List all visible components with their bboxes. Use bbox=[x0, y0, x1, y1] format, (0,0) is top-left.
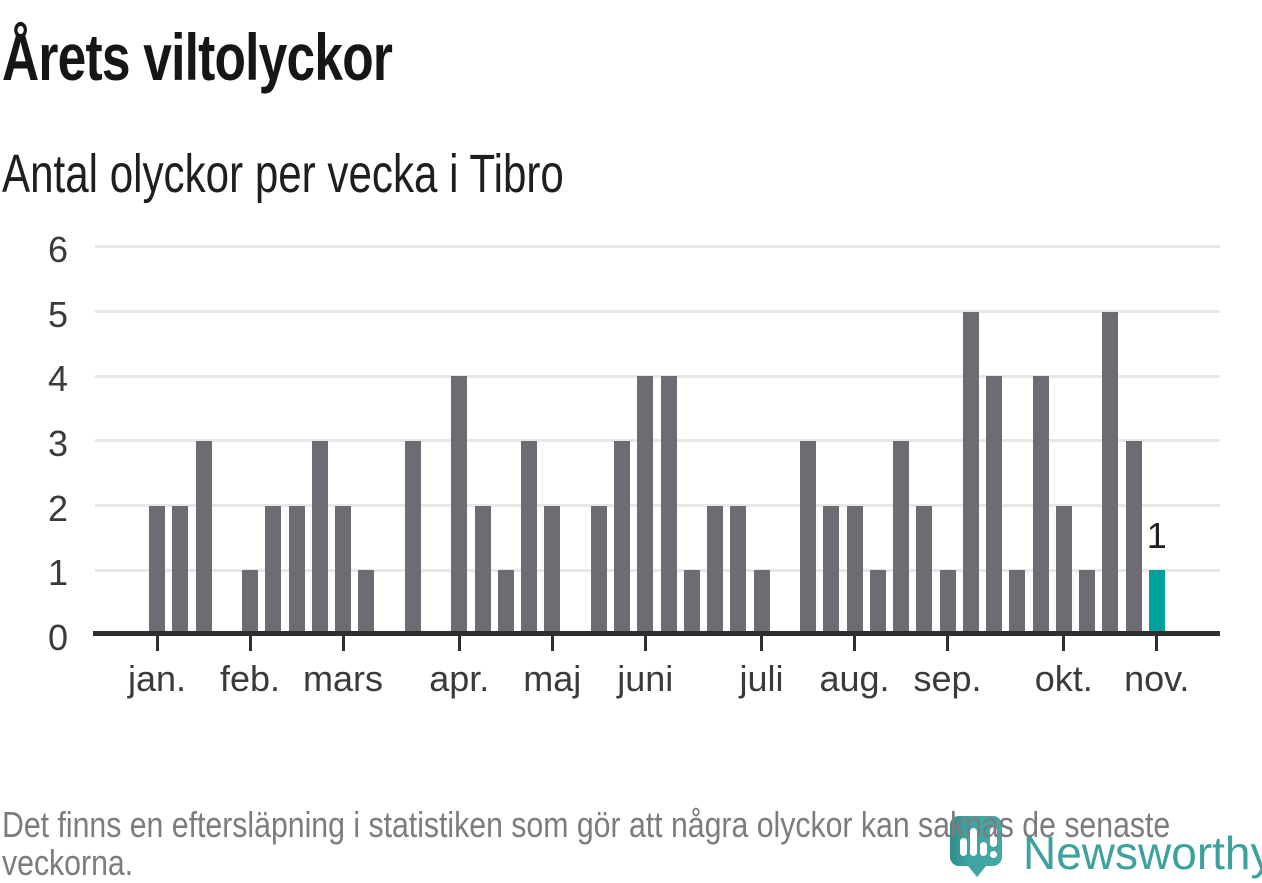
newsworthy-pin-icon bbox=[950, 816, 1002, 877]
bar bbox=[753, 570, 770, 635]
y-axis-label: 4 bbox=[47, 358, 68, 400]
x-axis-tick bbox=[1155, 636, 1159, 651]
bar bbox=[497, 570, 514, 635]
gridline bbox=[95, 374, 1220, 378]
bar bbox=[800, 440, 816, 635]
bar-value-label: 1 bbox=[1146, 515, 1167, 556]
bar bbox=[1009, 570, 1026, 635]
x-axis-label: feb. bbox=[219, 658, 281, 699]
y-axis-label: 0 bbox=[47, 617, 68, 658]
x-axis-tick bbox=[155, 636, 159, 651]
bar bbox=[590, 505, 607, 635]
x-axis-label: mars bbox=[303, 658, 383, 699]
gridline bbox=[95, 568, 1220, 572]
gridline bbox=[95, 310, 1220, 314]
x-axis-label: jan. bbox=[127, 658, 187, 699]
x-axis-label: okt. bbox=[1034, 658, 1093, 699]
x-axis-tick bbox=[946, 636, 949, 651]
bar bbox=[614, 440, 630, 635]
axis-line bbox=[93, 631, 1220, 636]
bar bbox=[823, 505, 840, 635]
bar bbox=[986, 376, 1002, 635]
bar bbox=[1125, 440, 1142, 635]
bar bbox=[893, 440, 909, 635]
y-axis-label: 3 bbox=[47, 422, 68, 464]
x-axis-tick bbox=[853, 636, 856, 651]
bar bbox=[637, 376, 654, 635]
x-axis-tick bbox=[457, 636, 461, 651]
bar bbox=[149, 505, 165, 635]
bar bbox=[939, 570, 956, 635]
y-axis-label: 2 bbox=[47, 487, 68, 529]
bar bbox=[962, 311, 979, 635]
bar bbox=[660, 376, 677, 635]
x-axis-label: sep. bbox=[913, 658, 982, 699]
bar bbox=[521, 440, 537, 635]
bar bbox=[730, 505, 747, 635]
bar bbox=[335, 505, 351, 635]
highlighted-bar bbox=[1148, 570, 1165, 635]
newsworthy-logo: Newsworthy bbox=[948, 814, 1262, 880]
x-axis-label: apr. bbox=[429, 658, 490, 699]
bar bbox=[242, 570, 258, 635]
gridline bbox=[95, 439, 1220, 443]
bar bbox=[474, 505, 491, 635]
x-axis-label: aug. bbox=[819, 658, 890, 699]
x-axis-label: maj bbox=[523, 658, 582, 699]
bar bbox=[707, 505, 723, 635]
chart-title: Årets viltolyckor bbox=[2, 20, 393, 94]
footnote: Det finns en eftersläpning i statistiken… bbox=[2, 804, 1171, 883]
chart-subtitle: Antal olyckor per vecka i Tibro bbox=[2, 144, 564, 204]
x-axis-tick bbox=[248, 636, 252, 651]
bar bbox=[311, 440, 328, 635]
bar bbox=[1079, 570, 1095, 635]
bar bbox=[683, 570, 700, 635]
x-axis-label: nov. bbox=[1124, 658, 1190, 699]
y-axis-label: 6 bbox=[47, 228, 68, 270]
bar bbox=[869, 570, 886, 635]
x-axis-label: juni bbox=[617, 658, 674, 699]
y-axis-label: 1 bbox=[47, 552, 68, 594]
gridline bbox=[95, 245, 1220, 249]
bar bbox=[404, 440, 421, 635]
x-axis-tick bbox=[1062, 636, 1066, 651]
gridline bbox=[95, 504, 1220, 508]
bar bbox=[846, 505, 863, 635]
bar bbox=[358, 570, 375, 635]
bar bbox=[195, 440, 212, 635]
bar bbox=[172, 505, 189, 635]
bar bbox=[916, 505, 933, 635]
bar bbox=[265, 505, 282, 635]
bar bbox=[1055, 505, 1072, 635]
bar bbox=[544, 505, 561, 635]
bar bbox=[1032, 376, 1049, 635]
x-axis-tick bbox=[341, 636, 345, 651]
bar bbox=[1102, 311, 1119, 635]
bar bbox=[451, 376, 468, 635]
x-axis-label: juli bbox=[739, 658, 784, 699]
x-axis-tick bbox=[643, 636, 647, 651]
x-axis-tick bbox=[760, 636, 763, 651]
newsworthy-wordmark: Newsworthy bbox=[1023, 827, 1262, 879]
y-axis-label: 5 bbox=[47, 293, 68, 335]
x-axis-tick bbox=[550, 636, 554, 651]
bar bbox=[288, 505, 305, 635]
